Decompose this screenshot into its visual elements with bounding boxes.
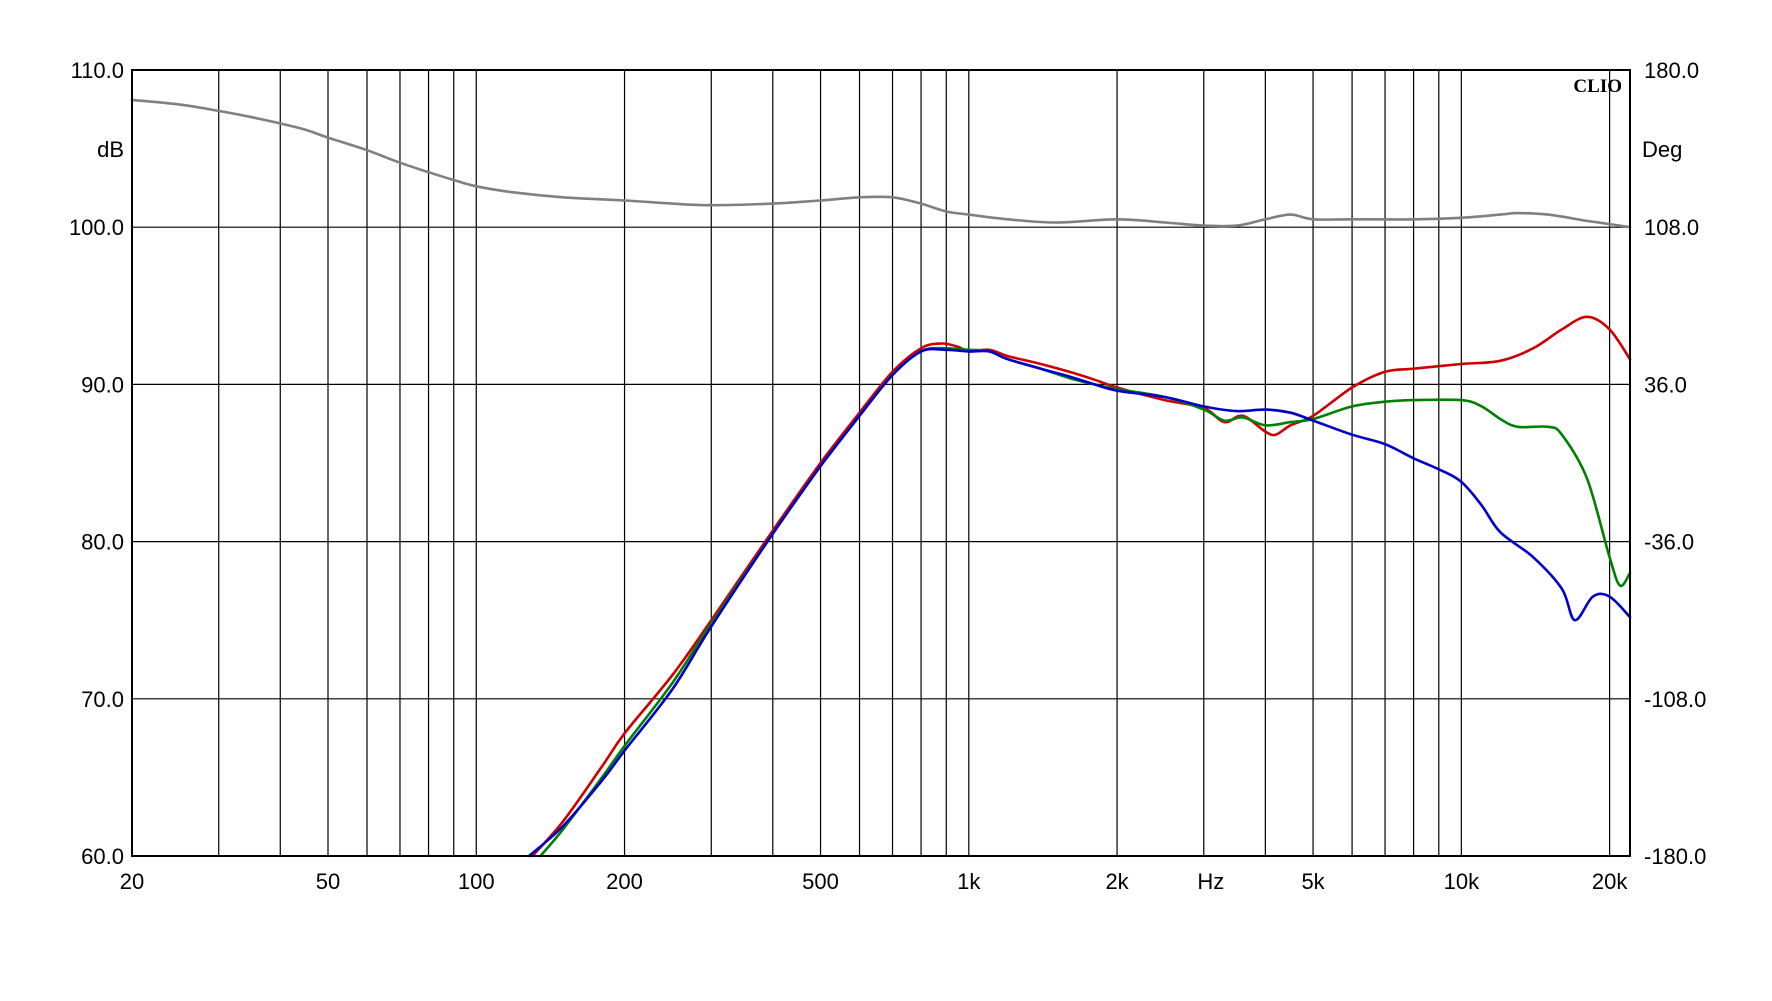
left-tick-label: 80.0	[81, 530, 124, 555]
x-tick-label: 50	[316, 869, 340, 894]
x-tick-label: 20k	[1592, 869, 1628, 894]
series-layer	[130, 98, 1632, 858]
left-tick-label: 90.0	[81, 372, 124, 397]
right-tick-label: -36.0	[1644, 530, 1694, 555]
x-tick-label: 5k	[1301, 869, 1325, 894]
x-tick-label: 20	[120, 869, 144, 894]
clio-logo: CLIO	[1573, 76, 1622, 97]
series-line-0	[130, 98, 1632, 229]
plot-frame	[131, 69, 1631, 857]
left-axis-unit: dB	[97, 137, 124, 162]
x-tick-label: 200	[606, 869, 643, 894]
x-tick-label: 500	[802, 869, 839, 894]
x-tick-label: 1k	[957, 869, 981, 894]
left-tick-label: 100.0	[69, 215, 124, 240]
left-tick-label: 110.0	[71, 58, 124, 83]
left-tick-label: 70.0	[81, 687, 124, 712]
right-tick-label: 108.0	[1644, 215, 1699, 240]
right-axis: -180.0 -108.0 -36.0 36.0 108.0 180.0	[1644, 58, 1706, 869]
x-tick-label: 2k	[1105, 869, 1129, 894]
right-axis-unit: Deg	[1642, 137, 1682, 162]
right-tick-label: 36.0	[1644, 372, 1687, 397]
right-tick-label: 180.0	[1644, 58, 1699, 83]
right-tick-label: -180.0	[1644, 844, 1706, 869]
left-tick-label: 60.0	[81, 844, 124, 869]
x-axis-unit: Hz	[1197, 869, 1224, 894]
right-tick-label: -108.0	[1644, 687, 1706, 712]
bottom-axis: 20 50 100 200 500 1k 2k 5k 10k 20k	[120, 869, 1629, 894]
left-axis: 60.0 70.0 80.0 90.0 100.0 110.0	[69, 58, 124, 869]
x-tick-label: 10k	[1444, 869, 1480, 894]
series-line-3	[527, 347, 1632, 858]
series-line-1	[531, 315, 1632, 858]
x-tick-label: 100	[458, 869, 495, 894]
